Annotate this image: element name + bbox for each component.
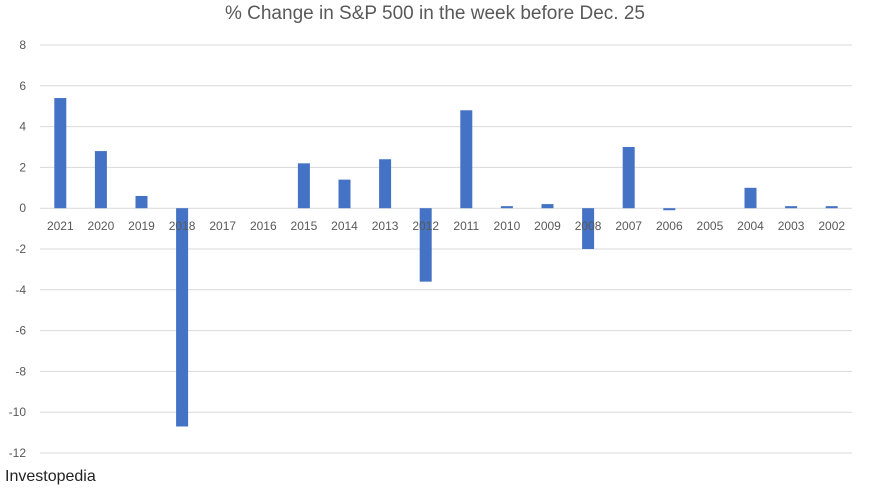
bar-2007 <box>622 147 635 209</box>
y-tick-label: 0 <box>19 201 26 215</box>
x-tick-label-2020: 2020 <box>88 219 115 233</box>
bar-2013 <box>379 159 392 209</box>
bar-2009 <box>541 204 554 209</box>
x-axis-tick-labels: 2021 2020 2019 2018 2017 2016 2015 2014 2013 2012… <box>47 219 845 233</box>
x-tick-label-2018: 2018 <box>169 219 196 233</box>
bar-2006 <box>663 208 676 211</box>
y-tick-label: -4 <box>15 283 26 297</box>
bar-2020 <box>94 151 107 209</box>
source-label: Investopedia <box>5 468 96 485</box>
x-tick-label-2015: 2015 <box>291 219 318 233</box>
x-tick-label-2010: 2010 <box>494 219 521 233</box>
y-tick-label: 2 <box>19 160 26 174</box>
y-tick-label: 6 <box>19 79 26 93</box>
x-tick-label-2007: 2007 <box>615 219 642 233</box>
bar-2003 <box>785 206 798 209</box>
bar-2010 <box>500 206 513 209</box>
bar-2015 <box>297 163 310 209</box>
x-tick-label-2016: 2016 <box>250 219 277 233</box>
x-tick-label-2009: 2009 <box>534 219 561 233</box>
x-tick-label-2011: 2011 <box>453 219 479 233</box>
y-axis-tick-labels: 8 6 4 2 0 -2 -4 -6 -8 -10 -12 <box>9 38 27 460</box>
y-tick-label: -2 <box>15 242 26 256</box>
bar-2021 <box>54 98 67 209</box>
y-tick-label: -6 <box>15 324 26 338</box>
x-tick-label-2006: 2006 <box>656 219 683 233</box>
x-tick-label-2014: 2014 <box>331 219 358 233</box>
bar-2019 <box>135 195 148 209</box>
y-tick-label: -10 <box>9 405 27 419</box>
y-tick-label: -8 <box>15 364 26 378</box>
x-tick-label-2003: 2003 <box>778 219 805 233</box>
x-tick-label-2004: 2004 <box>737 219 764 233</box>
x-tick-label-2012: 2012 <box>412 219 439 233</box>
x-tick-label-2008: 2008 <box>575 219 602 233</box>
x-tick-label-2021: 2021 <box>47 219 74 233</box>
x-tick-label-2002: 2002 <box>818 219 845 233</box>
chart-title: % Change in S&P 500 in the week before D… <box>224 3 646 24</box>
bar-2002 <box>825 206 838 209</box>
y-tick-label: 8 <box>19 38 26 52</box>
x-tick-label-2017: 2017 <box>209 219 236 233</box>
bar-2018 <box>176 208 189 427</box>
bar-2012 <box>419 208 432 282</box>
x-tick-label-2019: 2019 <box>128 219 155 233</box>
bar-2014 <box>338 179 351 209</box>
bar-2011 <box>460 110 473 209</box>
bar-2004 <box>744 187 757 209</box>
gridlines <box>40 44 852 454</box>
y-tick-label: 4 <box>19 120 26 134</box>
x-tick-label-2005: 2005 <box>697 219 724 233</box>
x-tick-label-2013: 2013 <box>372 219 399 233</box>
y-tick-label: -12 <box>9 446 27 460</box>
bars <box>54 98 838 427</box>
bar-2008 <box>582 208 595 249</box>
